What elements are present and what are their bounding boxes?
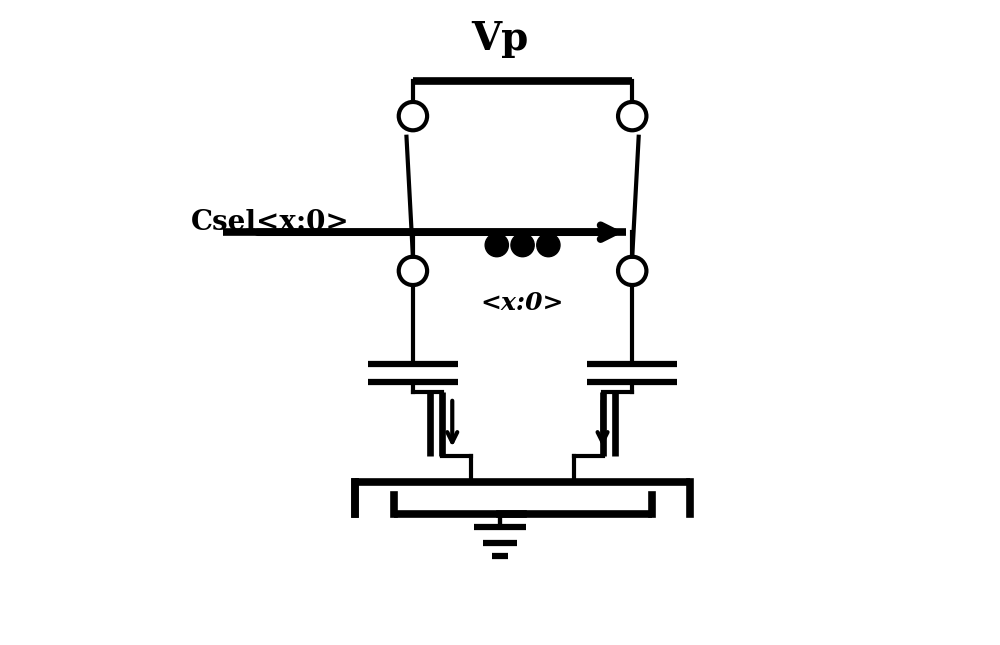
Text: <x:0>: <x:0>	[481, 291, 564, 315]
Text: Csel<x:0>: Csel<x:0>	[190, 209, 349, 236]
Text: Vp: Vp	[471, 20, 529, 57]
Circle shape	[485, 233, 508, 257]
Circle shape	[537, 233, 560, 257]
Circle shape	[511, 233, 534, 257]
